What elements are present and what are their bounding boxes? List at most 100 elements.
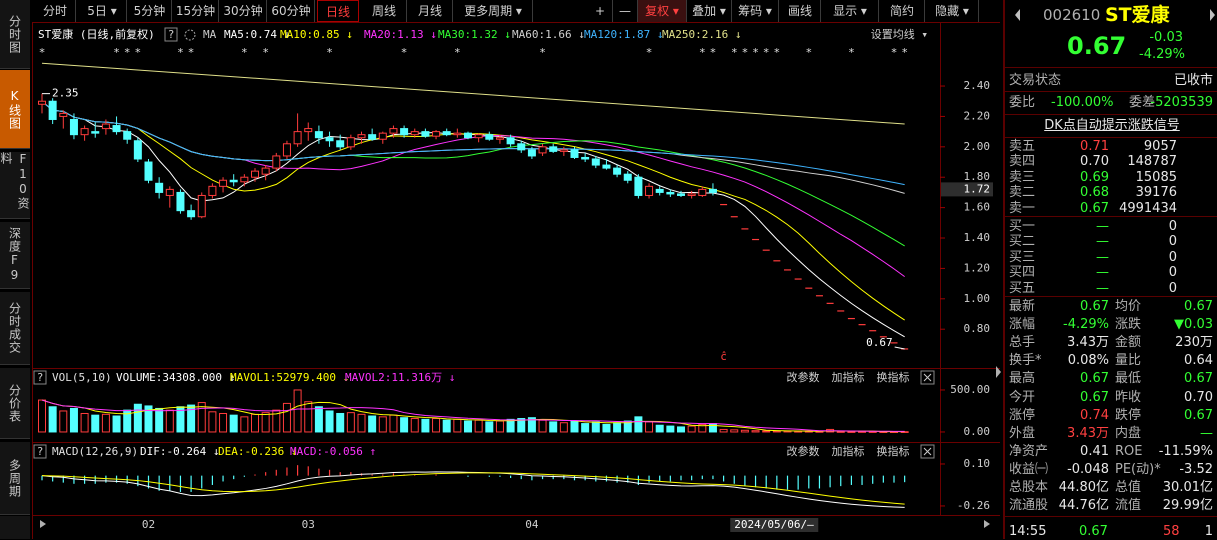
signal-mark: * bbox=[646, 46, 653, 59]
toolbar-button[interactable]: 隐藏 ▾ bbox=[926, 0, 979, 22]
ma-legend: MA250:2.16 ↓ bbox=[662, 28, 741, 41]
signal-mark: * bbox=[113, 46, 120, 59]
scroll-left[interactable] bbox=[40, 520, 46, 528]
panel-toggle[interactable] bbox=[996, 366, 1001, 378]
signal-mark: * bbox=[710, 46, 717, 59]
period-tab[interactable]: 周线 bbox=[362, 0, 407, 22]
stock-name: ST爱康 bbox=[1105, 4, 1170, 26]
volume-bar bbox=[368, 415, 377, 433]
prev-stock[interactable] bbox=[1015, 9, 1020, 21]
volume-bar bbox=[613, 422, 622, 433]
toolbar-button[interactable]: 显示 ▾ bbox=[822, 0, 879, 22]
ma-legend: MA120:1.87 ↓ bbox=[584, 28, 663, 41]
volume-bar bbox=[208, 411, 217, 433]
book-volume: 0 bbox=[1168, 219, 1177, 234]
stat-label: 总股本 bbox=[1009, 480, 1049, 495]
candle-body bbox=[346, 137, 355, 148]
volume-bar bbox=[655, 424, 664, 433]
close-box[interactable] bbox=[920, 370, 935, 385]
stat-value: 0.67 bbox=[1184, 407, 1213, 423]
panel-button[interactable]: 换指标 bbox=[877, 370, 910, 384]
stat-value: 44.80亿 bbox=[1058, 480, 1109, 495]
side-tab[interactable]: 多周期 bbox=[0, 442, 30, 515]
toolbar-button[interactable]: 简约 bbox=[880, 0, 925, 22]
candle-body bbox=[442, 131, 451, 136]
book-volume: 0 bbox=[1168, 234, 1177, 250]
next-stock[interactable] bbox=[1210, 9, 1215, 21]
indicator-value: DEA:-0.236 ↓ bbox=[218, 445, 297, 458]
scroll-right[interactable] bbox=[984, 520, 990, 528]
side-tab-active[interactable]: K线图 bbox=[0, 70, 30, 149]
book-label: 买二 bbox=[1009, 234, 1036, 250]
period-tab[interactable]: 5日 ▾ bbox=[78, 0, 127, 22]
candle-body bbox=[506, 137, 515, 145]
help-icon[interactable]: ? bbox=[37, 445, 44, 458]
candle-body bbox=[197, 194, 206, 218]
period-tab[interactable]: 分时 bbox=[35, 0, 76, 22]
stat-label: 均价 bbox=[1115, 299, 1142, 314]
tick-price: 0.67 bbox=[1079, 524, 1108, 539]
y-tick-label: 500.00 bbox=[950, 383, 990, 396]
signal-mark: * bbox=[774, 46, 781, 59]
ma-settings[interactable]: 设置均线 ▾ bbox=[871, 27, 928, 41]
side-tab[interactable]: F10资料 bbox=[0, 152, 30, 219]
candle-body bbox=[38, 100, 46, 105]
toolbar-button[interactable]: + bbox=[588, 0, 613, 22]
panel-button[interactable]: 换指标 bbox=[877, 444, 910, 458]
candle-body bbox=[314, 131, 323, 139]
side-tab[interactable]: 分时成交 bbox=[0, 292, 30, 365]
volume-bar bbox=[634, 416, 643, 433]
help-icon[interactable]: ? bbox=[37, 371, 44, 384]
volume-bar bbox=[549, 421, 558, 433]
ma-line bbox=[41, 100, 905, 338]
settings-icon[interactable] bbox=[184, 29, 196, 41]
side-tab[interactable]: 分价表 bbox=[0, 368, 30, 439]
toolbar-button[interactable]: 画线 bbox=[780, 0, 821, 22]
volume-bar bbox=[229, 414, 238, 433]
price-change: -0.03 bbox=[1149, 30, 1183, 45]
signal-mark: * bbox=[326, 46, 333, 59]
candle-body bbox=[708, 188, 717, 193]
period-tab[interactable]: 30分钟 bbox=[220, 0, 267, 22]
stat-value: 0.41 bbox=[1080, 443, 1109, 459]
period-tab[interactable]: 15分钟 bbox=[173, 0, 219, 22]
side-tab[interactable]: 分时图 bbox=[0, 0, 30, 69]
panel-button[interactable]: 加指标 bbox=[832, 370, 865, 384]
volume-bar bbox=[400, 417, 409, 433]
period-tab[interactable]: 60分钟 bbox=[268, 0, 315, 22]
toolbar-button[interactable]: 叠加 ▾ bbox=[687, 0, 732, 22]
stat-label: 换手* bbox=[1009, 353, 1042, 369]
candle-body bbox=[240, 176, 249, 183]
toolbar-button[interactable]: 复权 ▾ bbox=[638, 0, 687, 22]
volume-bar bbox=[155, 407, 164, 433]
toolbar-button[interactable]: — bbox=[613, 0, 638, 22]
close-box[interactable] bbox=[920, 444, 935, 459]
close-icon bbox=[923, 373, 932, 382]
panel-button[interactable]: 改参数 bbox=[787, 370, 820, 384]
panel-button[interactable]: 改参数 bbox=[787, 444, 820, 458]
toolbar-button[interactable]: 筹码 ▾ bbox=[732, 0, 779, 22]
stat-label: 跌停 bbox=[1115, 407, 1142, 423]
y-tick-label: 1.20 bbox=[964, 261, 991, 274]
book-price: — bbox=[1096, 265, 1109, 281]
stat-label: 涨幅 bbox=[1009, 317, 1036, 333]
tick-time: 14:55 bbox=[1009, 524, 1047, 539]
signal-mark: * bbox=[124, 46, 131, 59]
stock-code: 002610 bbox=[1043, 6, 1101, 24]
label: 委差 bbox=[1129, 95, 1156, 110]
side-tab[interactable]: 深度F9 bbox=[0, 222, 30, 289]
candle-body bbox=[48, 100, 57, 120]
panel-button[interactable]: 加指标 bbox=[832, 444, 865, 458]
stat-value: 30.01亿 bbox=[1162, 480, 1213, 495]
period-tab-active[interactable]: 日线 bbox=[317, 0, 359, 22]
book-price: 0.67 bbox=[1080, 200, 1109, 216]
signal-banner[interactable]: DK点自动提示涨跌信号 bbox=[1044, 118, 1180, 133]
period-tab[interactable]: 月线 bbox=[408, 0, 453, 22]
period-tab[interactable]: 5分钟 bbox=[128, 0, 172, 22]
y-tick-label: 2.40 bbox=[964, 79, 991, 92]
help-icon[interactable]: ? bbox=[168, 28, 175, 41]
book-label: 卖二 bbox=[1009, 185, 1036, 201]
period-tab[interactable]: 更多周期 ▾ bbox=[454, 0, 533, 22]
chart-area: ST爱康 (日线,前复权)? MA MA5:0.74 ↓MA10:0.85 ↓ MA2… bbox=[32, 22, 1001, 539]
candle-body bbox=[133, 140, 142, 160]
